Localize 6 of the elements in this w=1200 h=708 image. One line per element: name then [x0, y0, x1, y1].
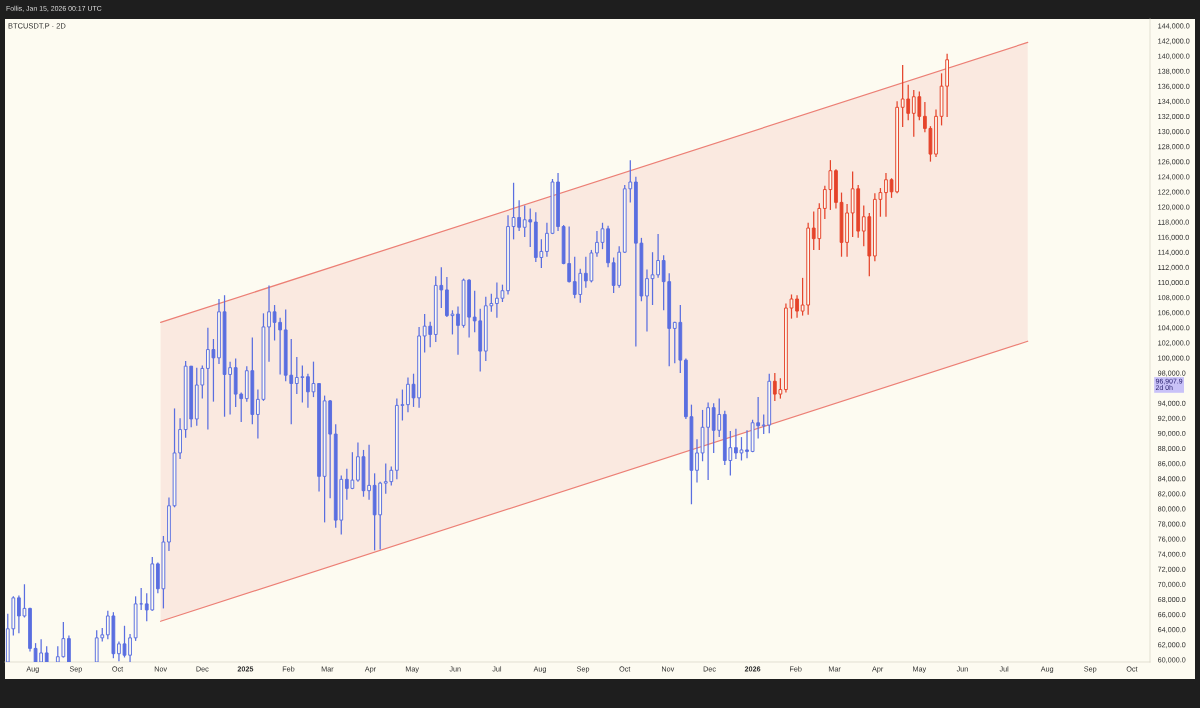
candlestick: [139, 587, 144, 611]
candlestick: [267, 284, 271, 363]
candlestick: [695, 438, 699, 484]
candlestick: [884, 172, 888, 218]
candlestick: [456, 305, 460, 356]
candlestick: [67, 634, 71, 662]
